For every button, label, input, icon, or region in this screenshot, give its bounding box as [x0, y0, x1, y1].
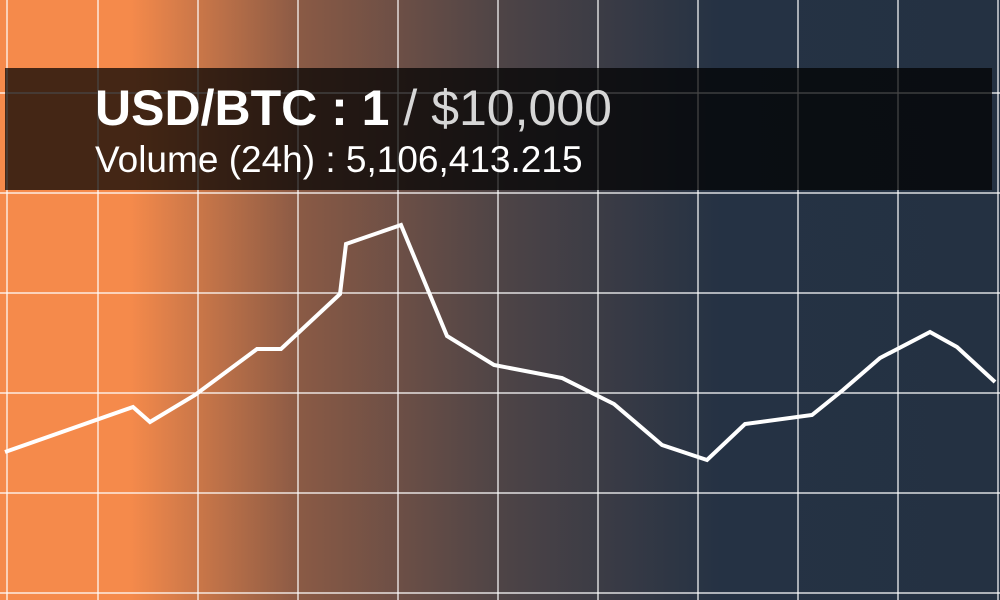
pair-price: $10,000 — [431, 80, 612, 136]
pair-separator: / — [403, 80, 418, 136]
price-series-line — [4, 222, 997, 463]
volume-line: Volume (24h) : 5,106,413.215 — [95, 139, 583, 180]
series-layer — [4, 222, 997, 463]
pair-line: USD/BTC : 1 / $10,000 — [95, 78, 612, 138]
pair-label: USD/BTC : 1 — [95, 80, 390, 136]
info-banner: USD/BTC : 1 / $10,000 Volume (24h) : 5,1… — [5, 68, 992, 190]
